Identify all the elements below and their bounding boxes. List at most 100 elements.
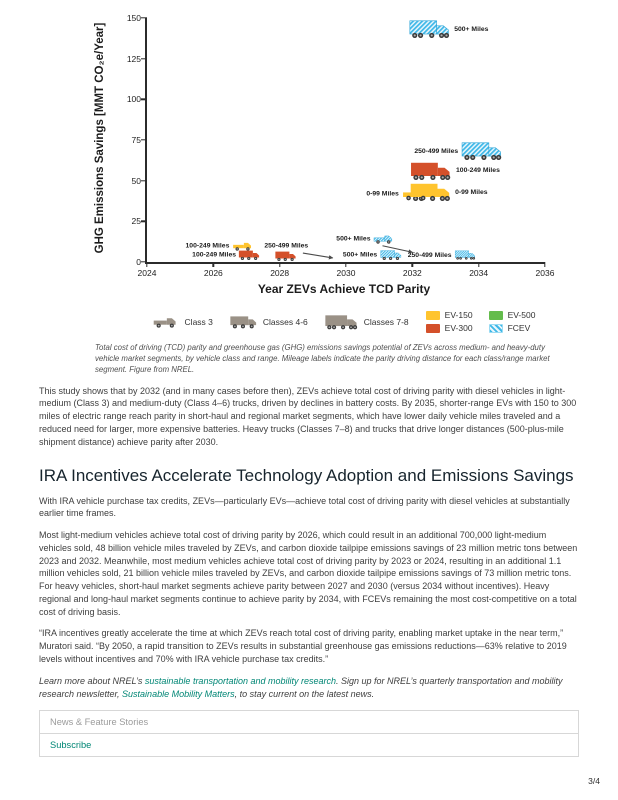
legend-tech-grid: EV-150 EV-300 EV-500 FCEV xyxy=(425,310,536,333)
chart-point-classes-4-6-500-miles: 500+ Miles xyxy=(343,250,402,261)
y-tick-label: 150 xyxy=(126,13,141,23)
chart-point-classes-7-8-250-499-miles: 250-499 Miles xyxy=(414,141,503,161)
article-body: This study shows that by 2032 (and in ma… xyxy=(39,385,579,701)
pickup-truck-icon xyxy=(153,317,176,328)
news-feature-stories-item[interactable]: News & Feature Stories xyxy=(50,717,149,727)
chart-point-class-3-100-249-miles: 100-249 Miles xyxy=(186,240,255,251)
chart-point-classes-7-8-250-499-miles: 250-499 Miles xyxy=(407,250,477,261)
box-truck-icon xyxy=(380,250,401,261)
box-truck-icon xyxy=(275,251,296,262)
paragraph-quote: “IRA incentives greatly accelerate the t… xyxy=(39,628,567,664)
legend-label: EV-500 xyxy=(507,310,536,320)
sustainable-mobility-matters-link[interactable]: Sustainable Mobility Matters xyxy=(122,688,235,699)
page-footer: News & Feature Stories Subscribe xyxy=(39,710,579,757)
chart-point-class-3-500-miles: 500+ Miles xyxy=(336,234,395,245)
x-tick-mark xyxy=(411,262,414,267)
x-tick-label: 2030 xyxy=(336,268,356,278)
legend-label: FCEV xyxy=(507,323,531,333)
pickup-truck-icon xyxy=(402,189,427,200)
x-tick-mark xyxy=(278,262,281,267)
y-tick-label: 100 xyxy=(126,94,141,105)
legend-ev-150: EV-150 xyxy=(425,310,473,320)
legend-label: Classes 7-8 xyxy=(363,316,409,327)
news-box: News & Feature Stories Subscribe xyxy=(39,710,579,757)
y-tick-mark xyxy=(141,220,147,223)
point-label: 100-249 Miles xyxy=(456,167,500,175)
plot-area: 2024 2026 2028 2030 2032 2034 2036 0 25 50 75 100 12… xyxy=(127,13,555,278)
x-tick-label: 2028 xyxy=(270,268,290,278)
x-tick-mark xyxy=(477,262,480,267)
point-label: 250-499 Miles xyxy=(264,242,309,250)
sustainable-transportation-research-link[interactable]: sustainable transportation and mobility … xyxy=(144,675,337,686)
point-label: 100-249 Miles xyxy=(192,251,237,259)
legend-classes-4-6: Classes 4-6 xyxy=(230,315,308,329)
point-label: 250-499 Miles xyxy=(407,251,452,259)
tech-color-swatch xyxy=(488,310,503,320)
chart-point-classes-7-8-100-249-miles: 100-249 Miles xyxy=(411,161,500,181)
section-heading: IRA Incentives Accelerate Technology Ado… xyxy=(39,465,574,485)
semi-truck-icon xyxy=(411,162,451,180)
learn-more-suffix: , to stay current on the latest news. xyxy=(234,688,375,699)
box-truck-icon xyxy=(230,315,257,328)
y-tick-mark xyxy=(141,261,147,263)
legend-class-3: Class 3 xyxy=(153,315,213,329)
point-label: 500+ Miles xyxy=(342,251,378,259)
tech-color-swatch xyxy=(425,310,440,320)
semi-truck-icon xyxy=(454,251,476,261)
legend-label: Classes 4-6 xyxy=(262,316,308,327)
x-axis-label: Year ZEVs Achieve TCD Parity xyxy=(257,282,431,296)
legend-label: EV-300 xyxy=(444,323,473,333)
legend-label: EV-150 xyxy=(444,310,473,320)
learn-more-prefix: Learn more about NREL’s xyxy=(39,675,145,686)
point-label: 500+ Miles xyxy=(454,25,489,33)
legend-classes-7-8: Classes 7-8 xyxy=(325,314,409,330)
paragraph-parity-details: Most light-medium vehicles achieve total… xyxy=(39,530,578,617)
chart-point-classes-4-6-100-249-miles: 100-249 Miles xyxy=(192,250,261,261)
y-tick-label: 125 xyxy=(126,53,141,64)
y-tick-label: 50 xyxy=(131,175,141,186)
chart-point-class-3-0-99-miles: 0-99 Miles xyxy=(366,186,432,201)
fcev-hatched-swatch xyxy=(488,323,503,333)
tech-color-swatch xyxy=(425,323,440,333)
figure-caption: Total cost of driving (TCD) parity and g… xyxy=(95,343,550,374)
x-tick-label: 2032 xyxy=(402,268,422,278)
learn-more-paragraph: Learn more about NREL’s sustainable tran… xyxy=(39,675,579,701)
paragraph-study-findings: This study shows that by 2032 (and in ma… xyxy=(39,385,577,447)
x-tick-label: 2036 xyxy=(535,268,555,278)
legend-ev-500: EV-500 xyxy=(488,310,536,320)
point-label: 500+ Miles xyxy=(336,235,371,243)
chart-point-classes-7-8-500-miles: 500+ Miles xyxy=(409,19,488,39)
article-content: GHG Emissions Savings [MMT CO₂e/Year] 20… xyxy=(39,12,579,701)
box-truck-icon xyxy=(239,251,260,261)
y-tick-mark xyxy=(141,98,147,101)
x-tick-mark xyxy=(345,262,347,267)
legend-fcev: FCEV xyxy=(488,323,536,333)
semi-truck-icon xyxy=(461,142,501,161)
y-tick-label: 0 xyxy=(136,257,141,267)
y-tick-label: 25 xyxy=(131,216,141,227)
page-number: 3/4 xyxy=(588,776,600,786)
pickup-truck-icon xyxy=(232,242,251,251)
y-tick-label: 75 xyxy=(131,135,141,145)
point-label: 0-99 Miles xyxy=(455,188,488,196)
semi-truck-icon xyxy=(410,183,450,202)
x-tick-mark xyxy=(146,262,148,267)
subscribe-link[interactable]: Subscribe xyxy=(40,733,578,756)
chart-point-classes-7-8-0-99-miles: 0-99 Miles xyxy=(410,182,488,202)
point-label: 100-249 Miles xyxy=(185,242,230,250)
semi-truck-icon xyxy=(325,314,357,329)
y-tick-mark xyxy=(141,57,147,60)
x-tick-mark xyxy=(212,262,215,267)
x-tick-label: 2024 xyxy=(137,268,157,278)
paragraph-ira-intro: With IRA vehicle purchase tax credits, Z… xyxy=(39,495,570,519)
point-label: 0-99 Miles xyxy=(366,190,399,198)
learn-more-mid: . Sign up for NREL’s quarterly transport… xyxy=(39,675,563,699)
point-label: 250-499 Miles xyxy=(414,147,459,155)
y-tick-mark xyxy=(141,17,147,19)
x-tick-label: 2026 xyxy=(203,268,223,278)
semi-truck-icon xyxy=(409,20,449,39)
ghg-parity-chart: GHG Emissions Savings [MMT CO₂e/Year] 20… xyxy=(39,12,579,304)
y-tick-mark xyxy=(141,139,147,141)
chart-annotation-arrows xyxy=(147,18,545,262)
